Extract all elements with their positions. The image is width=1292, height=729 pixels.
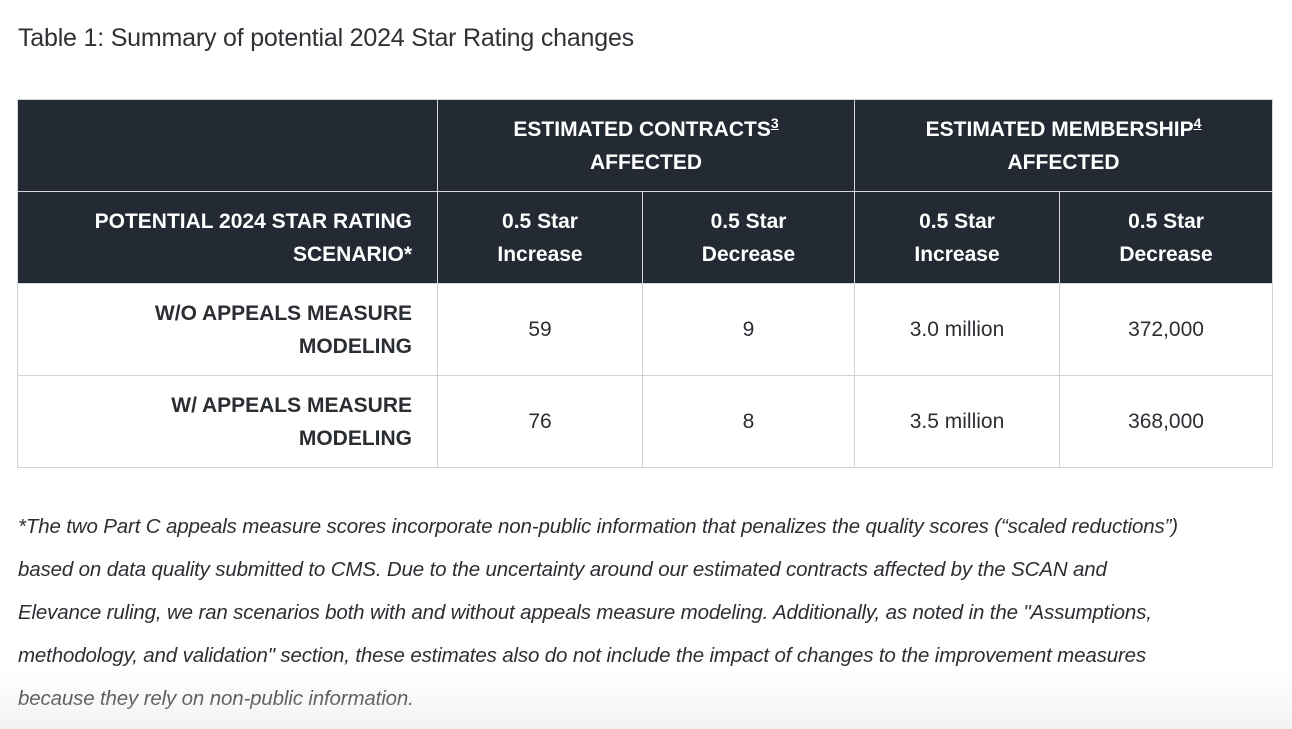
membership-decrease-cell: 368,000	[1059, 375, 1274, 468]
membership-increase-cell: 3.0 million	[854, 283, 1061, 376]
contracts-increase-cell: 59	[437, 283, 643, 376]
scenario-header: POTENTIAL 2024 STAR RATING SCENARIO*	[17, 191, 438, 284]
row-label-line1: W/O APPEALS MEASURE	[154, 301, 412, 325]
contracts-header-text: ESTIMATED CONTRACTS	[513, 117, 771, 141]
scenario-header-line2: SCENARIO*	[292, 242, 412, 266]
membership-header-text: ESTIMATED MEMBERSHIP	[925, 117, 1194, 141]
contracts-decrease-cell: 9	[641, 283, 856, 376]
subheader-line2: Increase	[914, 242, 1000, 266]
membership-affected-header: ESTIMATED MEMBERSHIP4 AFFECTED	[854, 99, 1274, 192]
footnote-line: *The two Part C appeals measure scores i…	[18, 515, 1178, 538]
membership-increase-header: 0.5 Star Increase	[854, 191, 1061, 284]
table-subheader-row: POTENTIAL 2024 STAR RATING SCENARIO* 0.5…	[17, 191, 1274, 284]
membership-decrease-cell: 372,000	[1059, 283, 1274, 376]
subheader-line2: Increase	[497, 242, 583, 266]
footnote-link-3[interactable]: 3	[770, 114, 779, 131]
table-footnote: *The two Part C appeals measure scores i…	[18, 505, 1280, 720]
subheader-line1: 0.5 Star	[1128, 209, 1204, 233]
footnote-line: based on data quality submitted to CMS. …	[18, 558, 1107, 581]
table-row: W/ APPEALS MEASURE MODELING 76 8 3.5 mil…	[17, 375, 1274, 468]
row-label: W/O APPEALS MEASURE MODELING	[17, 283, 438, 376]
scenario-header-line1: POTENTIAL 2024 STAR RATING	[94, 209, 412, 233]
star-rating-summary-table: ESTIMATED CONTRACTS3 AFFECTED ESTIMATED …	[17, 99, 1274, 468]
membership-decrease-header: 0.5 Star Decrease	[1059, 191, 1274, 284]
footnote-link-4[interactable]: 4	[1193, 114, 1202, 131]
contracts-increase-header: 0.5 Star Increase	[437, 191, 643, 284]
footnote-line: Elevance ruling, we ran scenarios both w…	[18, 601, 1152, 624]
table-caption: Table 1: Summary of potential 2024 Star …	[18, 24, 634, 52]
table-row: W/O APPEALS MEASURE MODELING 59 9 3.0 mi…	[17, 283, 1274, 376]
subheader-line1: 0.5 Star	[502, 209, 578, 233]
row-label: W/ APPEALS MEASURE MODELING	[17, 375, 438, 468]
row-label-line2: MODELING	[298, 334, 412, 358]
footnote-line: because they rely on non-public informat…	[18, 687, 414, 710]
membership-increase-cell: 3.5 million	[854, 375, 1061, 468]
footnote-line: methodology, and validation" section, th…	[18, 644, 1146, 667]
subheader-line1: 0.5 Star	[919, 209, 995, 233]
contracts-increase-cell: 76	[437, 375, 643, 468]
row-label-line1: W/ APPEALS MEASURE	[171, 393, 412, 417]
contracts-decrease-header: 0.5 Star Decrease	[641, 191, 856, 284]
contracts-decrease-cell: 8	[641, 375, 856, 468]
subheader-line1: 0.5 Star	[710, 209, 787, 233]
subheader-line2: Decrease	[1119, 242, 1213, 266]
row-label-line2: MODELING	[298, 426, 412, 450]
contracts-affected-header: ESTIMATED CONTRACTS3 AFFECTED	[436, 99, 856, 192]
contracts-header-line2: AFFECTED	[590, 150, 702, 174]
table-group-header-row: ESTIMATED CONTRACTS3 AFFECTED ESTIMATED …	[17, 99, 1274, 192]
subheader-line2: Decrease	[701, 242, 796, 266]
membership-header-line2: AFFECTED	[1007, 150, 1120, 174]
table-corner-cell	[17, 99, 438, 192]
